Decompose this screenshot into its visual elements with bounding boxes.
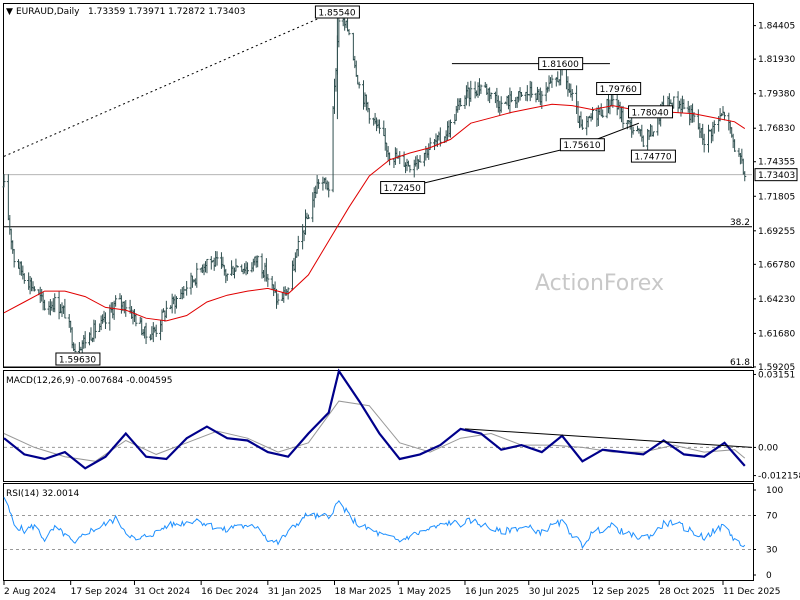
current-price-label: 1.73403 [758, 171, 795, 181]
x-tick-label-4: 31 Jan 2025 [268, 587, 322, 597]
macd-main-line [3, 368, 746, 470]
rsi-line [3, 497, 746, 550]
price-ytick-label-9: 1.61680 [758, 329, 795, 339]
price-label-6: 1.72450 [384, 184, 421, 194]
price-pane-frame [3, 3, 754, 368]
trendline-0 [3, 9, 338, 157]
price-label-5: 1.74770 [634, 153, 671, 163]
x-tick-label-11: 11 Dec 2025 [723, 587, 781, 597]
x-tick-label-1: 17 Sep 2024 [71, 587, 128, 597]
price-ytick-label-2: 1.79380 [758, 90, 795, 100]
fib-level-label-0: 38.2 [730, 218, 750, 228]
price-label-box-1 [538, 57, 584, 71]
x-tick-label-5: 18 Mar 2025 [335, 587, 392, 597]
x-tick-label-2: 31 Oct 2024 [134, 587, 190, 597]
chart-symbol-header: EURAUD,Daily [16, 7, 80, 17]
price-label-7: 1.59630 [59, 356, 96, 366]
price-label-box-4 [559, 138, 605, 152]
x-tick-label-3: 16 Dec 2024 [201, 587, 259, 597]
price-ytick-label-6: 1.69255 [758, 227, 795, 237]
price-ytick-label-0: 1.84405 [758, 22, 795, 32]
x-tick-label-10: 28 Oct 2025 [659, 587, 715, 597]
rsi-ytick-label-1: 70 [766, 512, 778, 522]
price-label-box-5 [630, 149, 676, 163]
rsi-title: RSI(14) 32.0014 [6, 489, 79, 499]
price-ytick-label-1: 1.81930 [758, 55, 795, 65]
price-label-1: 1.81600 [542, 60, 579, 70]
price-ytick-label-4: 1.74355 [758, 158, 795, 168]
macd-trendline [464, 428, 753, 448]
rsi-ytick-label-3: 0 [766, 571, 772, 581]
dropdown-triangle-icon[interactable]: ▼ [6, 7, 13, 17]
x-tick-label-7: 16 Jun 2025 [465, 587, 519, 597]
x-tick-label-0: 2 Aug 2024 [4, 587, 56, 597]
axis-layer: 1.84405 1.81930 1.79380 1.76830 1.74355 1.718… [3, 22, 800, 597]
rsi-ytick-label-2: 30 [766, 546, 778, 556]
price-label-0: 1.85540 [318, 9, 355, 19]
chart-ohlc-header: 1.73359 1.73971 1.72872 1.73403 [88, 7, 245, 17]
watermark: ActionForex [535, 271, 664, 296]
price-label-4: 1.75610 [563, 141, 600, 151]
price-ytick-label-7: 1.66780 [758, 260, 795, 270]
macd-layer [3, 368, 753, 470]
price-label-3: 1.78040 [632, 108, 669, 118]
macd-title: MACD(12,26,9) -0.007684 -0.004595 [6, 376, 172, 386]
price-label-box-0 [314, 5, 360, 19]
macd-pane-frame [3, 370, 754, 482]
x-tick-label-9: 12 Sep 2025 [593, 587, 650, 597]
trendline-1 [405, 144, 583, 189]
current-price-box [754, 168, 798, 182]
price-layer: 38.2 61.8 1.85540 1.81600 1.79760 1.78040 1.75… [2, 5, 752, 368]
price-label-box-7 [55, 352, 101, 366]
rsi-layer [3, 497, 752, 550]
price-label-box-3 [628, 105, 674, 119]
price-ytick-label-5: 1.71805 [758, 192, 795, 202]
x-tick-label-8: 30 Jul 2025 [529, 587, 580, 597]
price-label-2: 1.79760 [600, 85, 637, 95]
price-ytick-label-8: 1.64230 [758, 295, 795, 305]
fib-level-label-1: 61.8 [730, 358, 750, 368]
rsi-ytick-label-0: 100 [766, 486, 783, 496]
macd-ytick-label-1: 0.00 [758, 443, 778, 453]
price-label-box-6 [380, 181, 426, 195]
price-ytick-label-3: 1.76830 [758, 124, 795, 134]
x-tick-label-6: 1 May 2025 [398, 587, 451, 597]
macd-ytick-label-0: 0.03151 [758, 370, 795, 380]
macd-ytick-label-2: -0.012158 [758, 472, 800, 482]
rsi-pane-frame [3, 483, 754, 581]
price-label-box-2 [596, 82, 642, 96]
price-ytick-label-10: 1.59205 [758, 363, 795, 373]
macd-signal-line [3, 400, 746, 462]
